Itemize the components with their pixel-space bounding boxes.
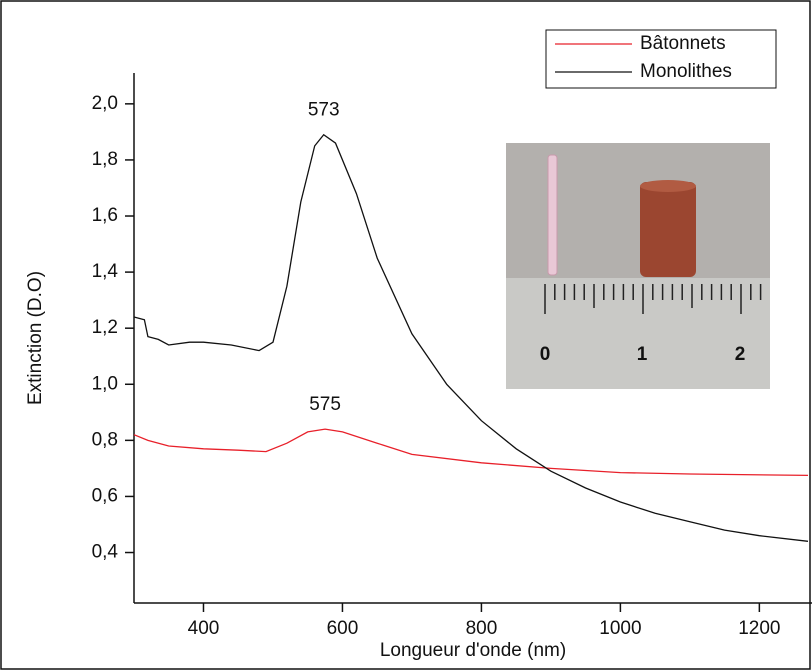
legend-label: Monolithes <box>640 61 732 82</box>
x-tick-label: 1000 <box>599 618 641 639</box>
y-axis-title: Extinction (D.O) <box>25 271 46 405</box>
annotation: 575 <box>309 394 341 415</box>
x-tick-label: 600 <box>327 618 359 639</box>
series-line <box>133 133 809 542</box>
annotation: 573 <box>308 100 340 121</box>
x-tick-label: 800 <box>466 618 498 639</box>
y-tick-label: 1,4 <box>92 261 119 282</box>
y-tick-label: 1,6 <box>92 205 118 226</box>
series-line <box>133 428 809 477</box>
y-tick-label: 1,2 <box>92 317 118 338</box>
y-tick-label: 1,0 <box>92 373 118 394</box>
y-tick-label: 2,0 <box>92 93 118 114</box>
ruler-label: 2 <box>735 344 746 365</box>
legend-label: Bâtonnets <box>640 33 726 54</box>
y-tick-label: 0,8 <box>92 429 118 450</box>
inset-photo: 0 1 2 <box>506 143 770 389</box>
y-tick-label: 1,8 <box>92 149 118 170</box>
y-tick-label: 0,6 <box>92 485 118 506</box>
legend-box <box>545 29 777 89</box>
y-tick-label: 0,4 <box>92 542 119 563</box>
x-tick-label: 400 <box>188 618 220 639</box>
x-tick-label: 1200 <box>738 618 780 639</box>
ruler-label: 0 <box>540 344 551 365</box>
ruler-label: 1 <box>637 344 648 365</box>
x-axis-title: Longueur d'onde (nm) <box>380 640 566 661</box>
